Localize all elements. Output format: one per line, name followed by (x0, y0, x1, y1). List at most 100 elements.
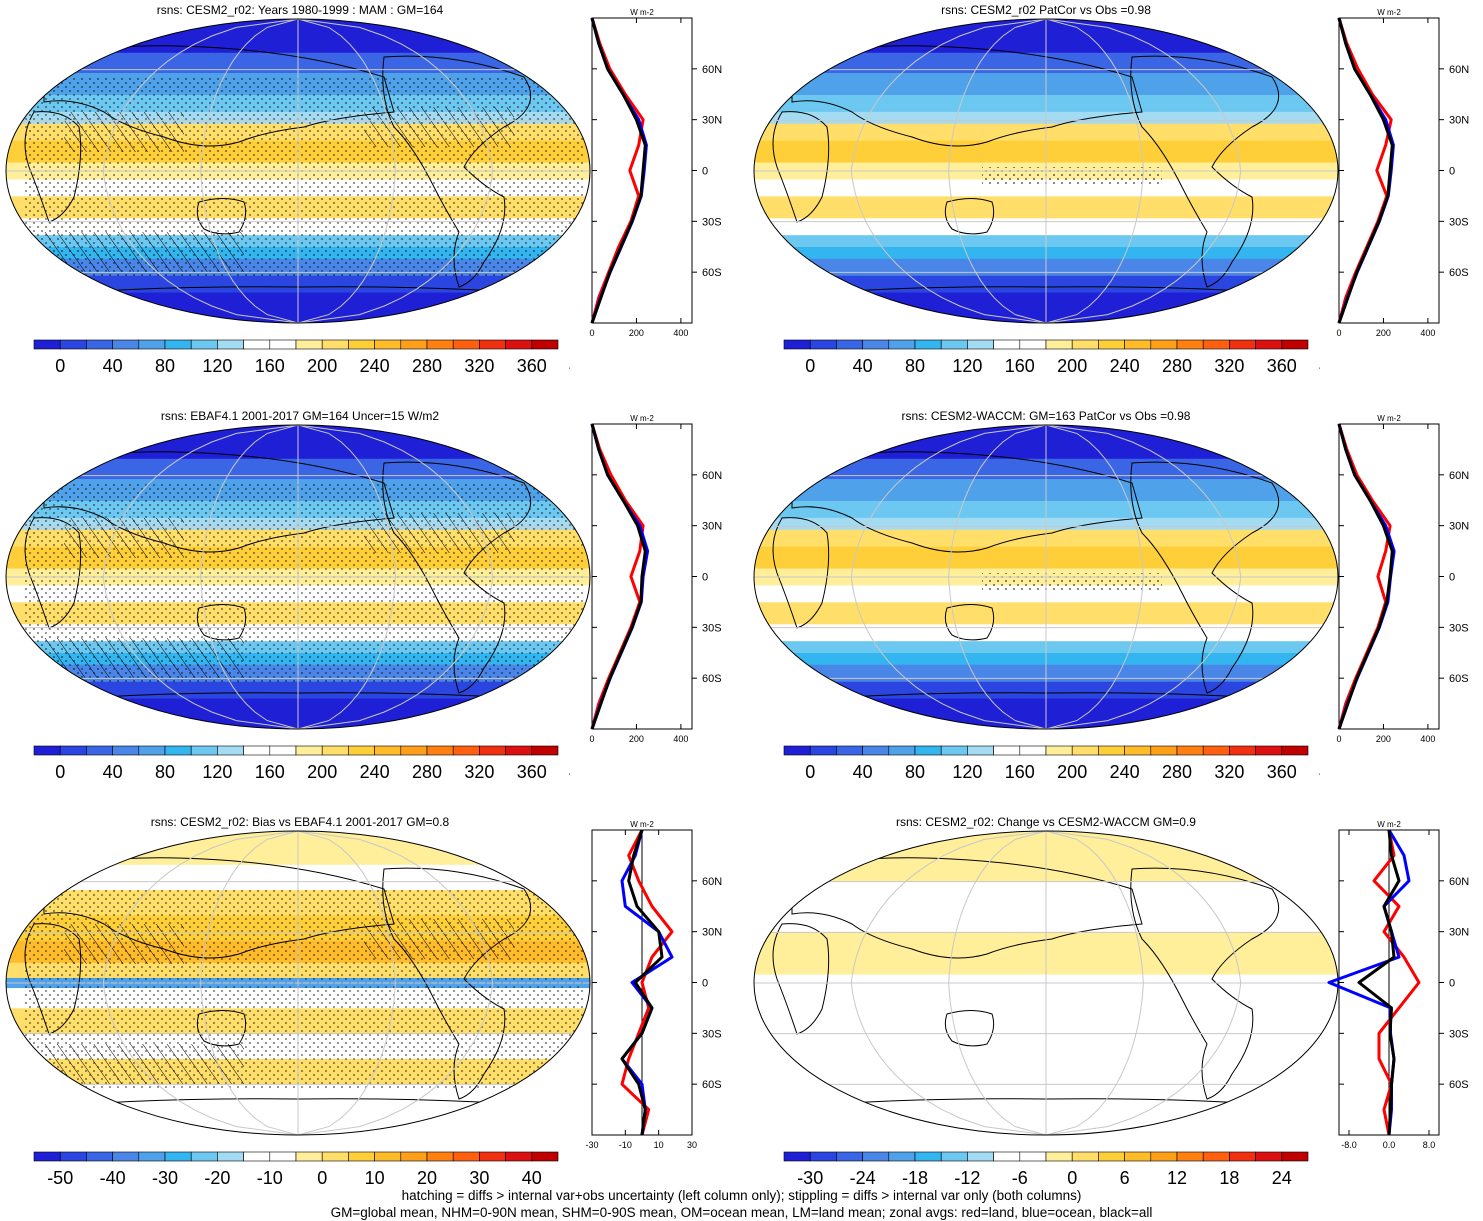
panel-title-ebaf: rsns: EBAF4.1 2001-2017 GM=164 Uncer=15 … (160, 409, 440, 423)
colorbar-swatch (269, 339, 297, 350)
colorbar-swatch (888, 339, 916, 350)
colorbar-swatch (531, 339, 559, 350)
colorbar-swatch (993, 339, 1021, 350)
zonal-x-tick-label: -30 (585, 1140, 598, 1150)
colorbar-label: 280 (1162, 356, 1192, 376)
panel-title-change: rsns: CESM2_r02: Change vs CESM2-WACCM G… (896, 815, 1196, 829)
colorbar-label: 0 (805, 762, 815, 782)
panel-title-bias: rsns: CESM2_r02: Bias vs EBAF4.1 2001-20… (150, 815, 450, 829)
colorbar-label: 400 (1319, 356, 1320, 376)
colorbar-swatch (138, 745, 166, 756)
colorbar-label: 0 (805, 356, 815, 376)
colorbar-swatch (1098, 1151, 1125, 1162)
colorbar-swatch (1281, 1151, 1309, 1162)
colorbar-swatch (1019, 339, 1047, 350)
zonal-series-land (620, 829, 674, 1136)
zonal-lat-label: 0 (1449, 572, 1455, 584)
colorbar-swatch (1202, 339, 1230, 350)
colorbar-swatch (809, 339, 837, 350)
panel-title-model-mam: rsns: CESM2_r02: Years 1980-1999 : MAM :… (156, 3, 444, 17)
zonal-x-tick-label: 30 (687, 1140, 697, 1150)
panel-title-patcor: rsns: CESM2_r02 PatCor vs Obs =0.98 (941, 3, 1151, 17)
zonal-plot-waccm: W m-2 60N 30N 0 30S 60S 0 200 400 (1336, 414, 1469, 744)
zonal-lat-label: 30N (1449, 927, 1469, 939)
zonal-unit: W m-2 (1377, 414, 1401, 423)
colorbar-swatch (505, 745, 533, 756)
colorbar-swatch (1229, 745, 1256, 756)
colorbar-swatch (400, 1151, 428, 1162)
colorbar-label: 80 (905, 762, 925, 782)
colorbar-swatch (836, 745, 863, 756)
zonal-lat-label: 30S (702, 1028, 722, 1040)
colorbar-swatch (217, 1151, 244, 1162)
colorbar-patcor: 0 40 80 120 160 200 240 280 320 360 400 (783, 339, 1320, 376)
zonal-lat-label: 60N (702, 876, 722, 888)
colorbar-swatch (374, 745, 402, 756)
colorbar-swatch (1045, 745, 1073, 756)
zonal-lat-label: 60N (702, 470, 722, 482)
colorbar-label: 120 (202, 762, 232, 782)
zonal-x-tick-label: 0 (589, 734, 594, 744)
colorbar-swatch (33, 339, 61, 350)
colorbar-label: 160 (1005, 356, 1035, 376)
colorbar-swatch (1045, 1151, 1073, 1162)
zonal-x-tick-label: 0.0 (1383, 1140, 1396, 1150)
colorbar-swatch (1176, 745, 1204, 756)
zonal-lat-label: 0 (702, 166, 708, 178)
colorbar-bias: -50-40-30-20-1001020304050 (33, 1151, 559, 1188)
colorbar-swatch (967, 339, 994, 350)
colorbar-swatch (993, 1151, 1021, 1162)
colorbar-swatch (836, 339, 863, 350)
panel-title-waccm: rsns: CESM2-WACCM: GM=163 PatCor vs Obs … (901, 409, 1191, 423)
colorbar-label: 200 (1057, 356, 1087, 376)
zonal-unit: W m-2 (630, 8, 654, 17)
colorbar-swatch (862, 745, 890, 756)
coastline (1130, 867, 1280, 1100)
colorbar-swatch (86, 745, 113, 756)
colorbar-swatch (426, 339, 454, 350)
colorbar-swatch (809, 745, 837, 756)
colorbar-label: 400 (1319, 762, 1320, 782)
colorbar-label: 10 (365, 1168, 385, 1188)
zonal-lat-label: 0 (702, 978, 708, 990)
colorbar-label: -40 (100, 1168, 126, 1188)
zonal-x-tick-label: 200 (629, 328, 644, 338)
colorbar-label: 80 (155, 762, 175, 782)
colorbar-swatch (1150, 339, 1178, 350)
colorbar-label: 120 (952, 762, 982, 782)
zonal-series-all (1357, 829, 1401, 1136)
footer-note-1: hatching = diffs > internal var+obs unce… (401, 1188, 1082, 1203)
colorbar-swatch (479, 339, 506, 350)
map-waccm (753, 424, 1339, 730)
zonal-lat-label: 30N (702, 521, 722, 533)
colorbar-label: -30 (152, 1168, 178, 1188)
map-ebaf (5, 424, 591, 730)
colorbar-change: -30-24-18-12-60612182430 (783, 1151, 1309, 1188)
coastline (772, 517, 830, 629)
zonal-series-all (620, 829, 664, 1136)
colorbar-swatch (1098, 745, 1125, 756)
colorbar-label: 360 (1267, 762, 1297, 782)
zonal-unit: W m-2 (630, 414, 654, 423)
footer-note-2: GM=global mean, NHM=0-90N mean, SHM=0-90… (330, 1205, 1153, 1220)
colorbar-swatch (112, 745, 140, 756)
colorbar-swatch (1124, 339, 1152, 350)
zonal-lat-label: 30S (1449, 622, 1469, 634)
zonal-plot-ebaf: W m-2 60N 30N 0 30S 60S 0 200 400 (589, 414, 722, 744)
colorbar-swatch (505, 339, 533, 350)
colorbar-swatch (862, 339, 890, 350)
colorbar-swatch (59, 1151, 87, 1162)
colorbar-swatch (348, 339, 375, 350)
zonal-x-tick-label: -8.0 (1341, 1140, 1357, 1150)
colorbar-swatch (1150, 745, 1178, 756)
colorbar-swatch (1071, 1151, 1099, 1162)
colorbar-label: -12 (954, 1168, 980, 1188)
colorbar-swatch (505, 1151, 533, 1162)
colorbar-swatch (243, 339, 271, 350)
zonal-lat-label: 60N (1449, 470, 1469, 482)
zonal-plot-patcor: W m-2 60N 30N 0 30S 60S 0 200 400 (1336, 8, 1469, 338)
colorbar-label: 280 (412, 762, 442, 782)
colorbar-swatch (1124, 745, 1152, 756)
zonal-series-all (590, 423, 647, 730)
zonal-x-tick-label: 8.0 (1423, 1140, 1436, 1150)
